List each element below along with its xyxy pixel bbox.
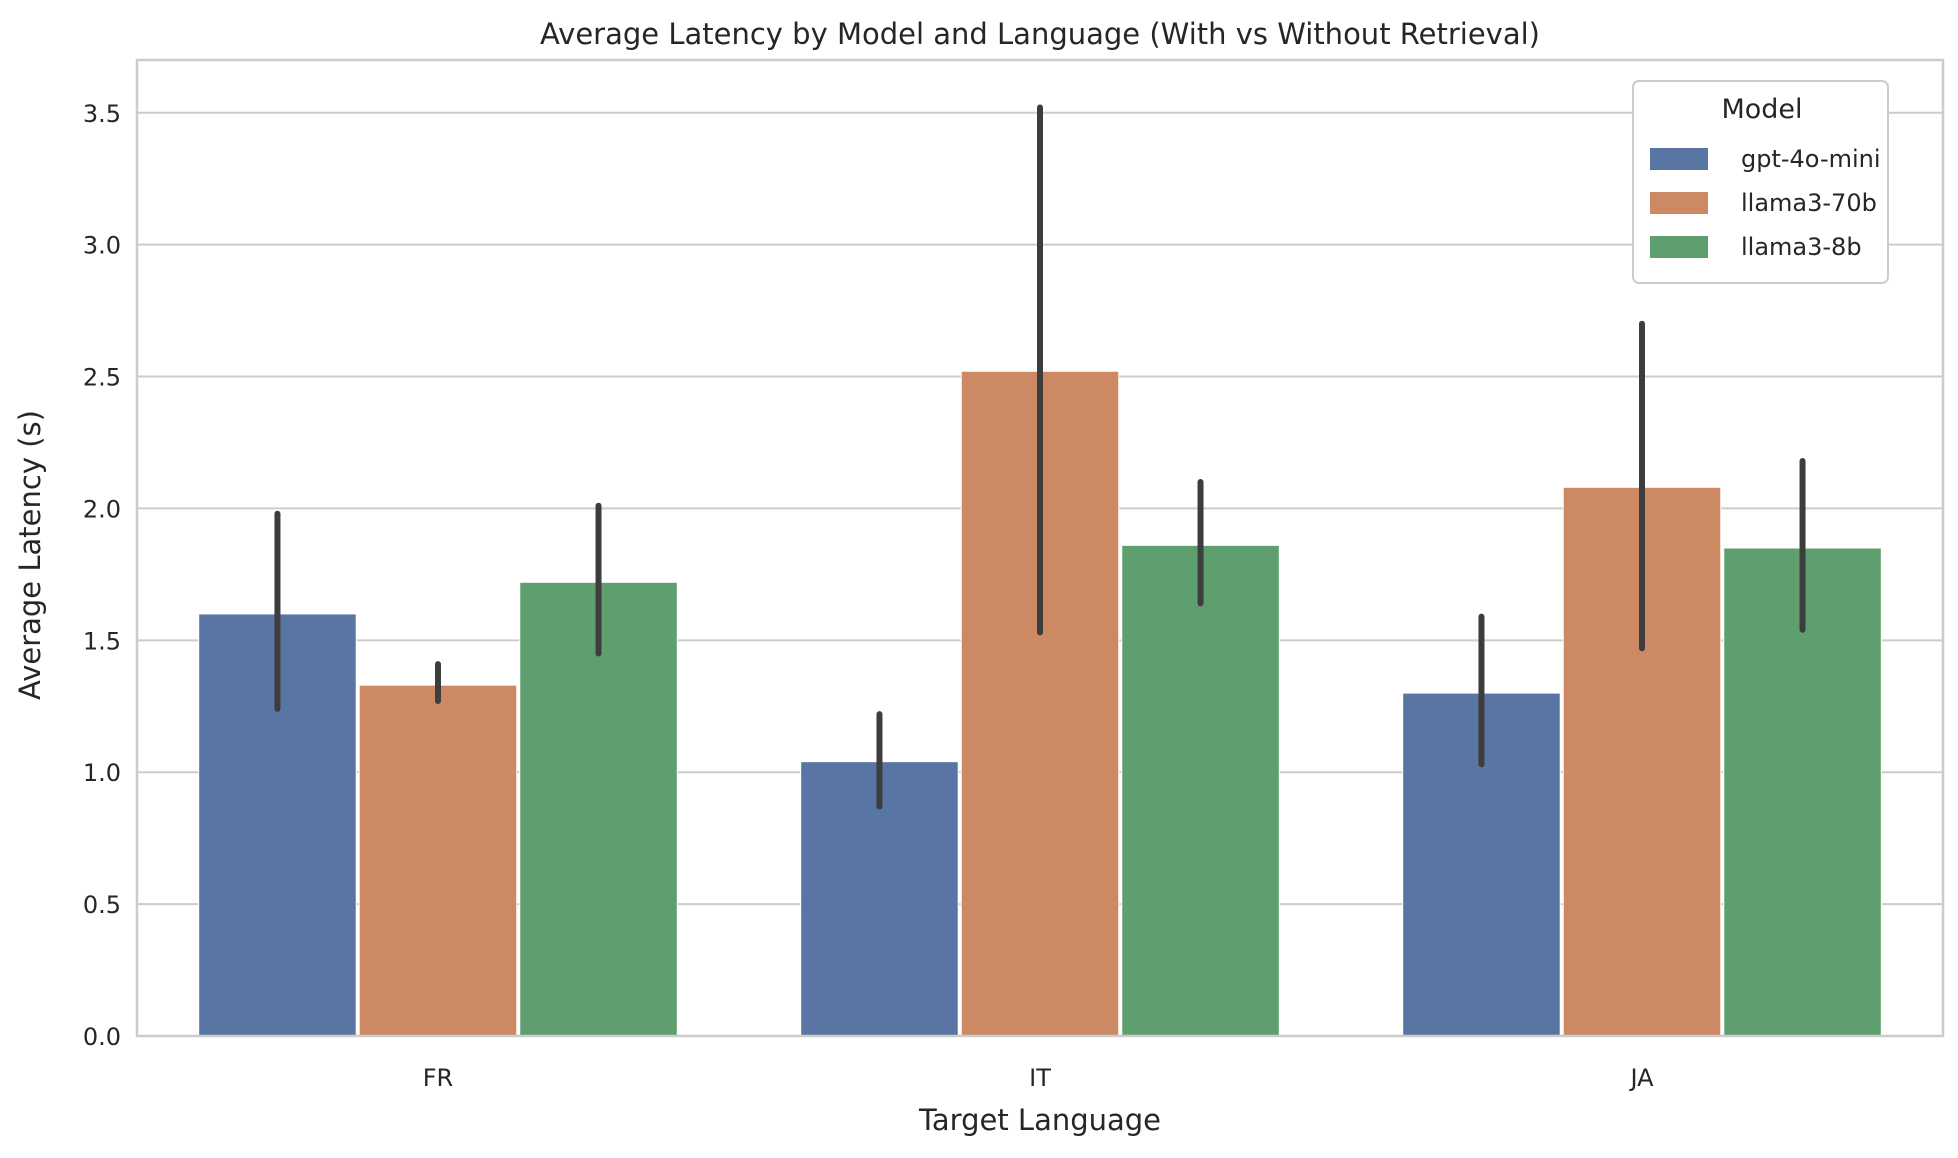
x-axis-title: Target Language bbox=[918, 1103, 1161, 1137]
legend-swatch-llama3-8b bbox=[1650, 236, 1708, 258]
axes: 0.0 0.5 1.0 1.5 2.0 2.5 3.0 3.5 FR IT JA bbox=[83, 58, 1945, 1092]
bar-llama3-8b-FR bbox=[519, 581, 678, 1037]
x-tick-label: JA bbox=[1628, 1064, 1654, 1092]
chart-title: Average Latency by Model and Language (W… bbox=[540, 17, 1540, 51]
y-tick-label: 2.0 bbox=[83, 495, 121, 523]
legend-title: Model bbox=[1721, 94, 1802, 125]
plot-frame bbox=[135, 58, 1945, 1038]
legend-items: gpt-4o-mini llama3-70b llama3-8b bbox=[1650, 145, 1881, 261]
y-tick-label: 0.5 bbox=[83, 891, 121, 919]
legend-frame bbox=[1632, 80, 1889, 284]
error-bars bbox=[274, 104, 1806, 810]
y-tick-label: 0.0 bbox=[83, 1023, 121, 1051]
y-tick-label: 2.5 bbox=[83, 364, 121, 392]
legend-label-gpt-4o-mini: gpt-4o-mini bbox=[1741, 145, 1881, 173]
bar-llama3-8b-IT bbox=[1121, 544, 1280, 1037]
legend-label-llama3-70b: llama3-70b bbox=[1741, 189, 1877, 217]
y-axis-title: Average Latency (s) bbox=[13, 410, 47, 700]
x-tick-label: IT bbox=[1029, 1064, 1051, 1092]
legend-label-llama3-8b: llama3-8b bbox=[1741, 233, 1862, 261]
bar-llama3-70b-FR bbox=[358, 684, 518, 1037]
legend: Model gpt-4o-mini llama3-70b llama3-8b bbox=[1632, 80, 1889, 284]
x-tick-label: FR bbox=[423, 1064, 453, 1092]
legend-swatch-llama3-70b bbox=[1650, 192, 1708, 214]
y-tick-label: 1.5 bbox=[83, 627, 121, 655]
y-tick-label: 3.0 bbox=[83, 232, 121, 260]
y-tick-label: 3.5 bbox=[83, 100, 121, 128]
y-tick-label: 1.0 bbox=[83, 759, 121, 787]
legend-swatch-gpt-4o-mini bbox=[1650, 148, 1708, 170]
